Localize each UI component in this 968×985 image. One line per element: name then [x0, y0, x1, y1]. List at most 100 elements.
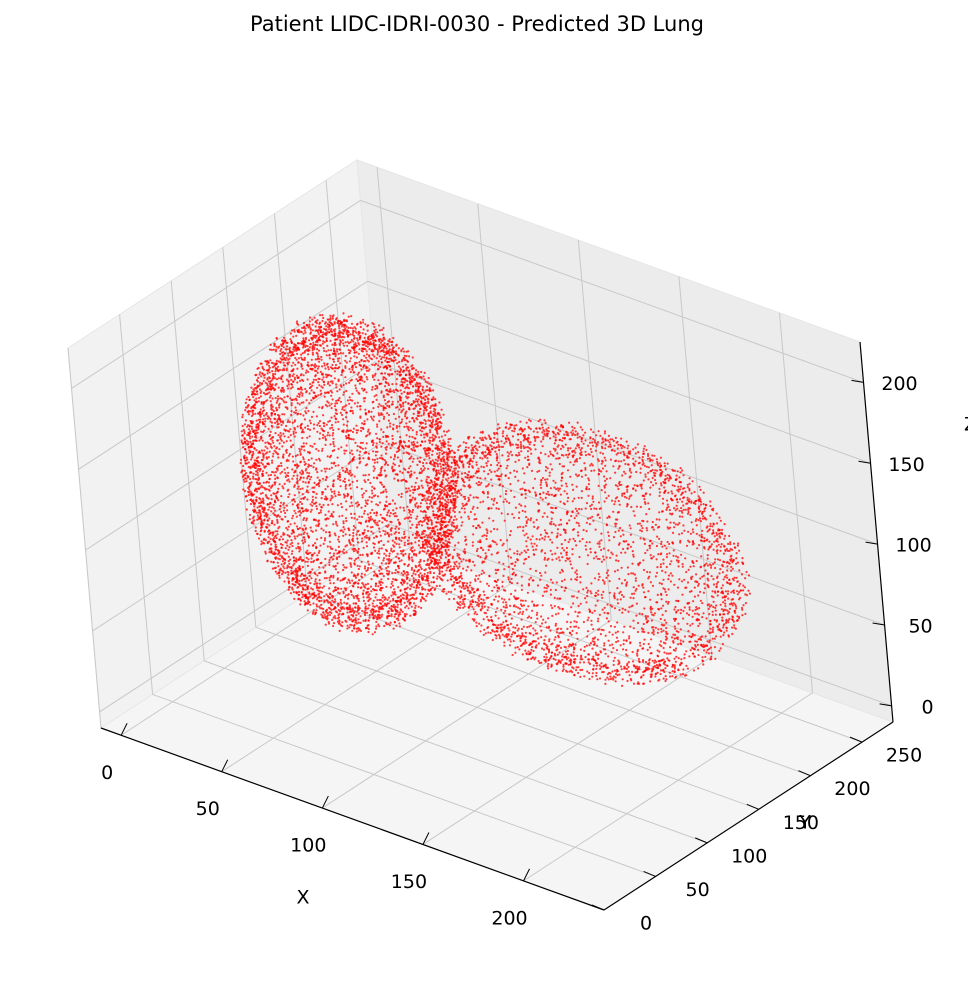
data-point: [282, 453, 285, 456]
data-point: [401, 610, 404, 614]
data-point: [298, 450, 301, 453]
data-point: [347, 333, 350, 336]
data-point: [355, 557, 358, 561]
data-point: [280, 464, 283, 467]
data-point: [443, 445, 446, 448]
data-point: [360, 506, 363, 509]
data-point: [286, 539, 289, 542]
data-point: [283, 352, 286, 355]
data-point: [380, 404, 383, 407]
data-point: [408, 511, 411, 514]
data-point: [332, 510, 335, 514]
data-point: [264, 494, 267, 497]
data-point: [418, 404, 421, 407]
data-point: [319, 393, 322, 396]
data-point: [309, 331, 312, 334]
data-point: [384, 385, 387, 388]
data-point: [406, 383, 409, 386]
data-point: [425, 432, 428, 435]
data-point: [244, 419, 247, 422]
data-point: [248, 488, 251, 491]
data-point: [407, 467, 411, 470]
data-point: [378, 519, 381, 523]
data-point: [310, 508, 313, 511]
data-point: [339, 579, 342, 582]
data-point: [340, 587, 343, 590]
data-point: [405, 417, 408, 420]
data-point: [304, 331, 307, 334]
data-point: [400, 581, 403, 584]
data-point: [364, 504, 367, 508]
data-point: [400, 350, 403, 353]
data-point: [399, 506, 402, 509]
data-point: [290, 569, 293, 572]
data-point: [264, 360, 267, 363]
data-point: [349, 357, 352, 360]
data-point: [280, 462, 283, 465]
data-point: [268, 366, 271, 369]
data-point: [340, 373, 343, 377]
data-point: [352, 544, 355, 547]
data-point: [298, 514, 301, 517]
data-point: [299, 603, 302, 606]
data-point: [366, 359, 369, 362]
data-point: [367, 596, 370, 599]
data-point: [403, 615, 407, 618]
data-point: [373, 467, 376, 470]
data-point: [258, 509, 261, 512]
data-point: [414, 589, 417, 593]
data-point: [324, 537, 327, 540]
data-point: [415, 530, 418, 533]
data-point: [409, 548, 412, 551]
data-point: [283, 468, 286, 471]
data-point: [312, 341, 315, 344]
data-point: [251, 411, 254, 414]
data-point: [342, 530, 345, 534]
data-point: [366, 463, 369, 466]
data-point: [447, 498, 450, 501]
data-point: [372, 465, 375, 468]
data-point: [347, 578, 350, 581]
data-point: [385, 378, 388, 381]
data-point: [337, 447, 340, 450]
data-point: [272, 348, 275, 351]
data-point: [279, 377, 282, 380]
data-point: [428, 482, 431, 485]
data-point: [319, 607, 322, 610]
data-point: [280, 501, 283, 504]
data-point: [377, 549, 380, 553]
data-point: [329, 582, 332, 585]
data-point: [327, 349, 330, 352]
data-point: [376, 457, 379, 460]
data-point: [278, 508, 281, 511]
data-point: [418, 460, 421, 463]
data-point: [259, 371, 262, 374]
data-point: [366, 587, 369, 591]
data-point: [251, 430, 255, 433]
data-point: [315, 492, 318, 495]
data-point: [450, 461, 453, 464]
data-point: [385, 352, 388, 355]
data-point: [293, 494, 296, 497]
data-point: [399, 613, 402, 616]
data-point: [266, 503, 269, 506]
data-point: [301, 367, 304, 370]
data-point: [348, 626, 351, 629]
data-point: [287, 352, 290, 355]
data-point: [321, 342, 324, 345]
data-point: [395, 555, 398, 559]
data-point: [303, 517, 306, 520]
data-point: [423, 371, 426, 374]
data-point: [375, 394, 378, 397]
data-point: [258, 497, 261, 500]
data-point: [295, 515, 298, 518]
data-point: [301, 352, 304, 355]
data-point: [301, 596, 304, 599]
data-point: [285, 440, 288, 443]
data-point: [398, 464, 401, 467]
data-point: [408, 516, 411, 519]
data-point: [385, 388, 389, 391]
data-point: [348, 557, 351, 560]
data-point: [384, 359, 387, 362]
data-point: [334, 341, 337, 344]
